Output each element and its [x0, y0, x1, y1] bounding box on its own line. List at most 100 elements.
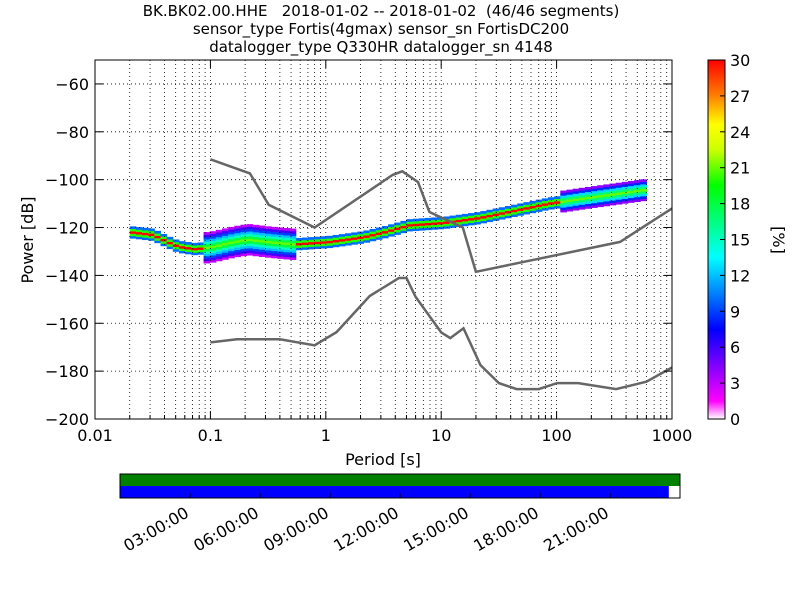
psd-density-cell — [320, 241, 328, 244]
psd-density-cell — [191, 242, 198, 246]
psd-density-cell — [172, 244, 180, 247]
psd-density-cell — [517, 203, 524, 207]
psd-density-cell — [129, 231, 137, 234]
psd-density-cell — [228, 241, 235, 244]
psd-density-cell — [283, 237, 291, 241]
psd-density-cell — [584, 196, 592, 200]
psd-density-cell — [474, 219, 481, 223]
psd-density-cell — [203, 232, 211, 235]
psd-density-cell — [609, 195, 617, 199]
psd-density-cell — [351, 232, 358, 236]
psd-density-cell — [578, 187, 586, 191]
psd-density-cell — [351, 237, 358, 240]
psd-density-cell — [400, 228, 408, 231]
psd-density-cell — [277, 234, 285, 238]
nhnm-curve — [209, 158, 673, 274]
psd-density-cell — [560, 209, 567, 213]
psd-density-cell — [560, 190, 567, 194]
psd-density-cell — [289, 247, 297, 251]
psd-density-cell — [326, 235, 334, 239]
psd-density-cell — [455, 221, 463, 225]
psd-density-cell — [271, 229, 278, 232]
psd-density-cell — [375, 229, 383, 233]
psd-density-cells — [129, 179, 647, 264]
psd-density-cell — [381, 226, 389, 229]
psd-density-cell — [135, 229, 143, 233]
psd-density-cell — [443, 223, 451, 227]
psd-density-cell — [511, 214, 518, 217]
psd-density-cell — [578, 202, 586, 205]
psd-density-cell — [234, 252, 241, 255]
psd-density-cell — [129, 226, 137, 230]
psd-density-cell — [332, 234, 340, 238]
psd-density-cell — [566, 199, 574, 202]
psd-density-cell — [566, 196, 574, 200]
psd-density-cell — [406, 223, 414, 227]
y-tick-label: −140 — [45, 266, 89, 285]
psd-density-cell — [381, 230, 389, 234]
psd-density-cell — [265, 252, 272, 256]
psd-density-cell — [621, 191, 629, 195]
psd-density-cell — [381, 233, 389, 236]
psd-density-cell — [221, 252, 229, 256]
psd-density-cell — [566, 194, 574, 198]
psd-density-cell — [166, 236, 174, 240]
psd-density-cell — [572, 203, 580, 206]
psd-density-cell — [406, 219, 414, 222]
psd-density-cell — [203, 258, 211, 262]
psd-density-cell — [431, 217, 438, 221]
psd-density-cell — [541, 207, 549, 211]
psd-density-cell — [566, 201, 574, 205]
psd-density-cell — [554, 205, 561, 209]
psd-density-cell — [234, 230, 241, 234]
psd-density-cell — [326, 245, 334, 249]
x-axis-label: Period [s] — [345, 450, 421, 469]
psd-density-cell — [283, 256, 291, 260]
psd-density-cell — [498, 216, 506, 220]
psd-density-cell — [468, 220, 475, 223]
psd-density-cell — [388, 231, 395, 235]
psd-density-cell — [424, 217, 432, 221]
psd-density-cell — [535, 204, 543, 208]
psd-density-cell — [271, 253, 278, 256]
psd-density-cell — [203, 248, 211, 252]
psd-density-cell — [523, 204, 531, 208]
psd-density-cell — [412, 228, 420, 231]
colorbar-ticks: 0 3 6 9 12 15 18 21 24 27 30 — [720, 51, 750, 429]
psd-density-cell — [461, 223, 469, 227]
psd-density-cell — [504, 213, 512, 216]
psd-density-cell — [283, 251, 291, 255]
psd-density-cell — [271, 226, 278, 230]
psd-density-cell — [221, 245, 229, 248]
psd-density-cell — [504, 208, 512, 212]
psd-density-cell — [289, 233, 297, 237]
psd-density-cell — [443, 226, 451, 229]
psd-density-cell — [252, 253, 260, 257]
nlnm-curve — [210, 276, 673, 391]
psd-density-cell — [584, 198, 592, 202]
timeline-tick-label: 12:00:00 — [330, 503, 402, 555]
psd-density-cell — [400, 230, 408, 234]
psd-density-cell — [615, 197, 623, 200]
psd-density-cell — [221, 249, 229, 253]
psd-density-cell — [424, 225, 432, 228]
colorbar-tick-label: 18 — [730, 195, 750, 214]
psd-density-cell — [209, 238, 217, 242]
psd-density-cell — [529, 210, 537, 214]
psd-density-cell — [597, 204, 604, 208]
psd-density-cell — [258, 235, 266, 238]
psd-density-cell — [627, 190, 635, 194]
psd-density-cell — [400, 223, 408, 226]
psd-density-cell — [271, 238, 278, 242]
psd-density-cell — [240, 227, 248, 230]
psd-density-cell — [572, 205, 580, 209]
psd-density-cell — [258, 227, 266, 231]
psd-density-cell — [627, 200, 635, 203]
psd-density-cell — [277, 244, 285, 247]
psd-density-cell — [634, 182, 641, 186]
psd-density-cell — [271, 246, 278, 249]
psd-density-cell — [308, 239, 315, 243]
psd-density-cell — [277, 227, 285, 231]
psd-density-cell — [566, 208, 574, 212]
